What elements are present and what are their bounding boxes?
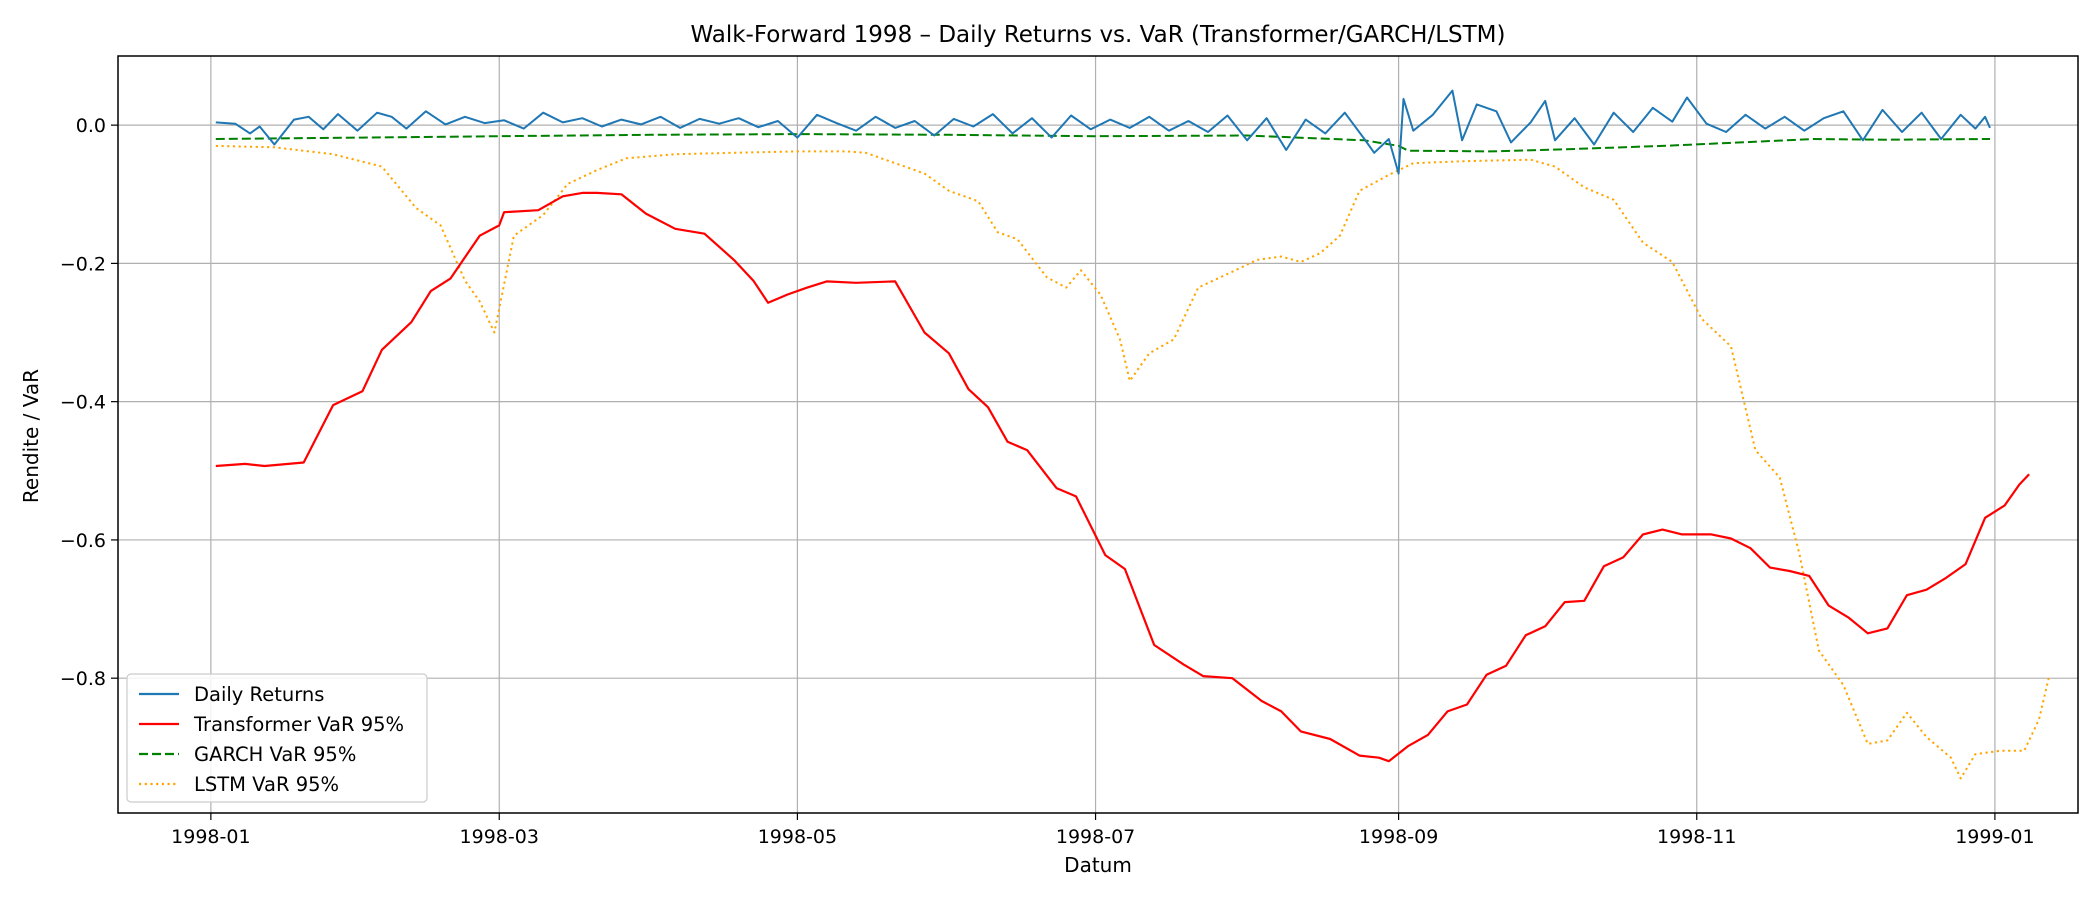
y-axis: 0.0 −0.2 −0.4 −0.6 −0.8	[60, 115, 118, 690]
legend-label: Transformer VaR 95%	[193, 713, 404, 736]
legend-label: LSTM VaR 95%	[194, 773, 339, 796]
series-line-2	[215, 133, 1991, 153]
y-tick-label: −0.6	[60, 530, 106, 552]
chart-title: Walk-Forward 1998 – Daily Returns vs. Va…	[690, 22, 1505, 48]
series-line-3	[215, 144, 2050, 780]
legend: Daily Returns Transformer VaR 95% GARCH Va…	[126, 673, 428, 803]
y-tick-label: −0.2	[60, 253, 106, 275]
y-tick-label: 0.0	[76, 115, 106, 137]
x-axis: 1998-01 1998-03 1998-05 1998-07 1998-09 1998-…	[171, 813, 2035, 848]
x-tick-label: 1999-01	[1955, 826, 2034, 848]
legend-label: GARCH VaR 95%	[194, 743, 356, 766]
x-tick-label: 1998-01	[171, 826, 250, 848]
y-axis-label: Rendite / VaR	[19, 369, 43, 503]
legend-label: Daily Returns	[194, 683, 324, 706]
y-tick-label: −0.8	[60, 668, 106, 690]
y-tick-label: −0.4	[60, 392, 106, 414]
x-tick-label: 1998-09	[1359, 826, 1438, 848]
x-axis-label: Datum	[1064, 853, 1132, 877]
x-tick-label: 1998-11	[1657, 826, 1736, 848]
series-line-0	[215, 89, 1991, 175]
plot-frame	[117, 55, 2079, 814]
x-tick-label: 1998-03	[460, 826, 539, 848]
series-layer	[215, 89, 2050, 780]
legend-box	[126, 673, 428, 803]
series-line-1	[215, 191, 2030, 763]
x-tick-label: 1998-07	[1056, 826, 1135, 848]
plot-area	[118, 56, 2078, 813]
x-tick-label: 1998-05	[758, 826, 837, 848]
